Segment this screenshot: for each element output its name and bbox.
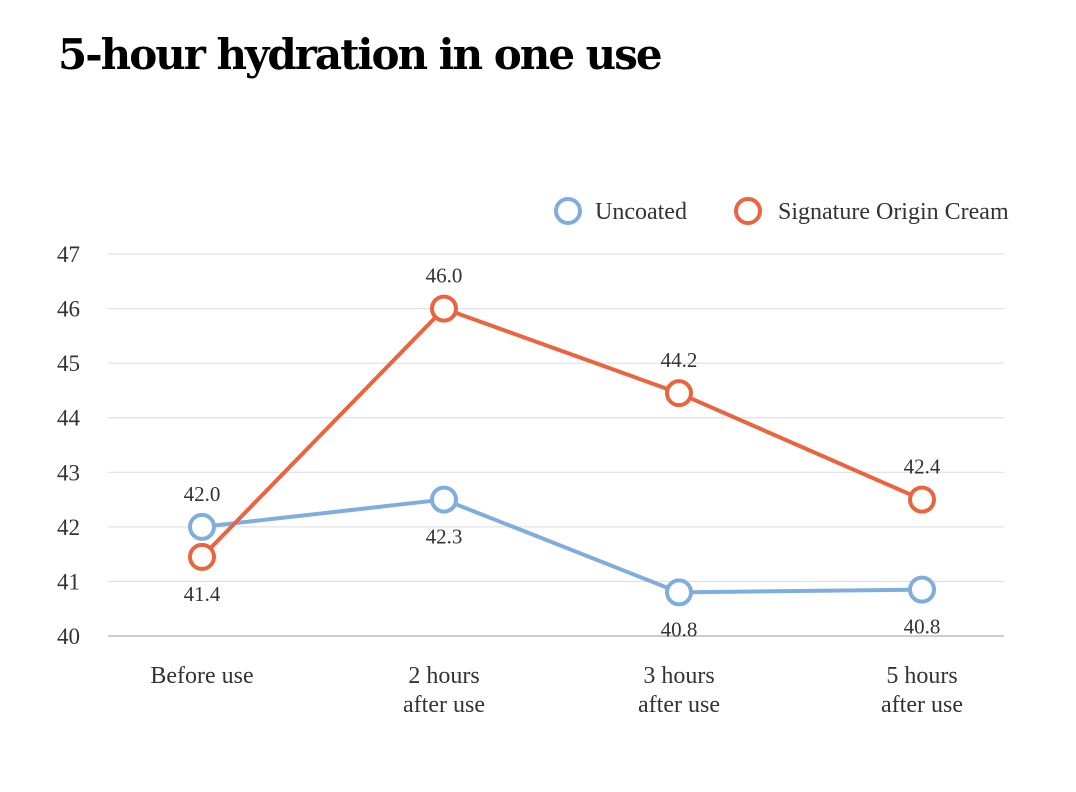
data-point: [188, 512, 216, 541]
data-label: 40.8: [904, 615, 941, 639]
x-category-label: 5 hours after use: [881, 663, 963, 718]
y-tick-label: 47: [57, 242, 80, 267]
data-label: 41.4: [184, 582, 221, 606]
x-axis-categories: Before use 2 hours after use 3 hours after u…: [150, 663, 963, 718]
legend-marker: [734, 197, 762, 225]
legend-marker: [554, 197, 582, 225]
data-label: 46.0: [426, 264, 463, 288]
y-tick-label: 44: [57, 406, 81, 431]
legend-label: Signature Origin Cream: [778, 199, 1009, 225]
legend: Uncoated Signature Origin Cream: [554, 197, 1009, 225]
y-tick-label: 42: [57, 515, 80, 540]
data-point: [908, 575, 936, 604]
data-point: [908, 485, 936, 514]
x-category-label: 2 hours after use: [403, 663, 485, 718]
data-label: 40.8: [661, 617, 698, 641]
series-points: [188, 294, 936, 607]
gridlines: [108, 253, 1004, 637]
y-tick-label: 43: [57, 460, 80, 485]
data-point: [430, 485, 458, 514]
data-label: 42.4: [904, 455, 941, 479]
y-tick-label: 46: [57, 297, 80, 322]
y-tick-label: 41: [57, 569, 80, 594]
x-category-label: 3 hours after use: [638, 663, 720, 718]
series-line: [200, 497, 924, 595]
x-category-label: Before use: [150, 663, 253, 689]
data-label: 42.3: [426, 525, 463, 549]
data-label: 42.0: [184, 482, 221, 506]
data-point: [665, 379, 693, 408]
data-point: [188, 542, 216, 571]
page-title: 5-hour hydration in one use: [58, 30, 663, 79]
y-tick-label: 40: [57, 624, 80, 649]
y-axis-ticks: 40 41 42 43 44 45 46 47: [57, 242, 81, 649]
legend-label: Uncoated: [595, 199, 687, 225]
series-line: [200, 306, 924, 559]
y-tick-label: 45: [57, 351, 80, 376]
data-label: 44.2: [661, 348, 698, 372]
data-point: [665, 578, 693, 607]
series-lines: [200, 306, 924, 595]
data-point: [430, 294, 458, 323]
data-labels: 42.0 42.3 40.8 40.8 41.4 46.0 44.2 42.4: [184, 264, 941, 642]
